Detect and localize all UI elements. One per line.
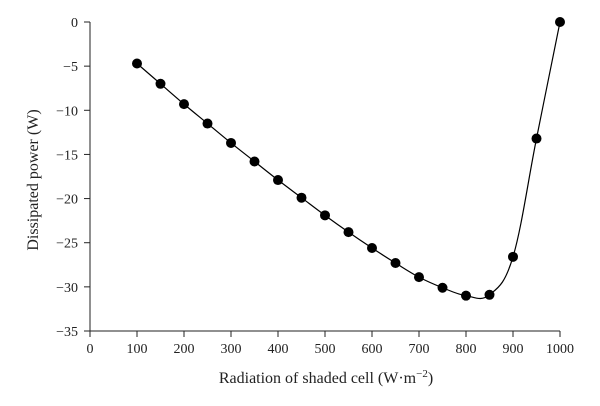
x-tick-label: 100 <box>127 342 148 357</box>
x-axis-title-close: ) <box>428 370 433 387</box>
data-point <box>367 243 377 254</box>
y-tick-label: −30 <box>56 281 78 296</box>
data-point <box>226 137 236 148</box>
data-point <box>249 156 260 167</box>
y-tick-label: −10 <box>56 104 78 119</box>
data-point <box>508 251 518 262</box>
x-axis-title-superscript: −2 <box>416 368 428 380</box>
data-point <box>555 17 565 27</box>
data-point <box>155 78 166 89</box>
y-tick-label: 0 <box>71 16 78 31</box>
x-tick-label: 600 <box>362 342 383 357</box>
x-tick-label: 200 <box>174 342 195 357</box>
x-tick-label: 900 <box>503 342 524 357</box>
data-point <box>484 289 495 300</box>
y-tick-label: −25 <box>56 237 78 252</box>
y-tick-label: −15 <box>56 148 78 163</box>
data-point <box>343 227 354 238</box>
data-point <box>437 282 448 293</box>
data-point <box>320 210 330 221</box>
data-point <box>531 133 542 144</box>
series-line <box>136 21 561 300</box>
x-tick-label: 400 <box>268 342 289 357</box>
axes: 0 100 200 300 400 500 600 700 800 900 1000 0 −5 −10 −1… <box>56 16 574 357</box>
y-tick-label: −5 <box>63 60 78 75</box>
data-point <box>202 118 213 129</box>
x-tick-label: 700 <box>409 342 430 357</box>
x-tick-label: 800 <box>456 342 477 357</box>
y-tick-label: −35 <box>56 325 78 340</box>
x-tick-label: 300 <box>221 342 242 357</box>
x-tick-label: 1000 <box>546 342 574 357</box>
data-point <box>414 272 424 283</box>
data-point <box>296 192 307 203</box>
data-point <box>273 175 283 186</box>
y-axis-title: Dissipated power (W) <box>25 109 42 250</box>
x-axis-title: Radiation of shaded cell (W·m−2) <box>219 368 433 387</box>
x-tick-label: 0 <box>87 342 94 357</box>
data-point <box>461 290 471 301</box>
series-group <box>132 17 565 301</box>
data-point <box>132 58 142 69</box>
x-tick-label: 500 <box>315 342 336 357</box>
data-point <box>179 99 189 110</box>
y-tick-label: −20 <box>56 193 78 208</box>
data-point <box>390 258 401 269</box>
